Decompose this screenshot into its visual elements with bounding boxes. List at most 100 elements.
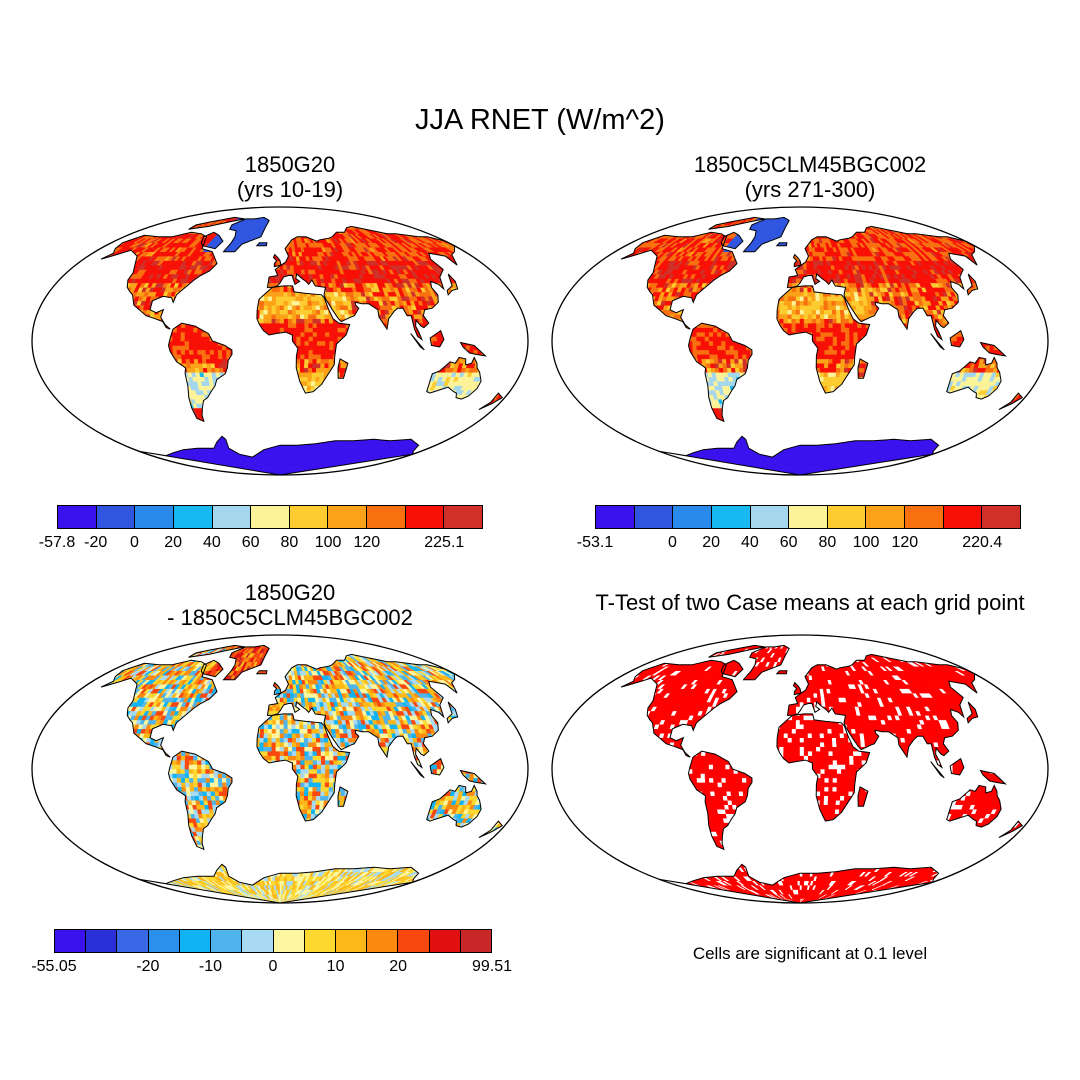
coastline-newzealand [998, 820, 1024, 838]
coastline-australia [946, 784, 1002, 828]
colorbar-tick-label: 120 [891, 534, 918, 552]
coastline-iceland [775, 242, 788, 247]
coastline-antarctica [658, 863, 940, 904]
coastline-britain [792, 253, 802, 268]
panel-4-title: T-Test of two Case means at each grid po… [540, 590, 1080, 615]
coastline-arcticisl [188, 644, 245, 658]
panel-2-title-line1: 1850C5CLM45BGC002 [560, 152, 1060, 177]
colorbar-box [596, 506, 635, 528]
coastline-namerica [100, 231, 218, 330]
colorbar-tick-label: 0 [668, 534, 677, 552]
coastline-newguinea [459, 769, 487, 785]
coastline-madagascar [337, 358, 349, 379]
colorbar-box [273, 930, 305, 952]
colorbar-box [444, 506, 483, 528]
colorbar-tick-label: 20 [164, 534, 182, 552]
colorbar-box [211, 930, 243, 952]
colorbar-box [367, 930, 399, 952]
colorbar-panel-2 [595, 505, 1021, 529]
colorbar-tick-label: 0 [269, 958, 278, 976]
coastline-britain [272, 681, 282, 696]
coastline-newguinea [979, 341, 1007, 357]
coastline-africa [256, 285, 351, 394]
colorbar-box [982, 506, 1021, 528]
panel-1-title-line2: (yrs 10-19) [40, 177, 540, 202]
coastline-arcticisl [708, 216, 765, 230]
coastline-samerica [687, 750, 753, 851]
colorbar-tick-label: -20 [136, 958, 159, 976]
coastline-arcticisl [188, 216, 245, 230]
colorbar-panel-1 [57, 505, 483, 529]
coastline-namerica [620, 659, 738, 758]
coastline-baffin [200, 231, 224, 250]
panel-2-title-line2: (yrs 271-300) [560, 177, 1060, 202]
colorbar-box [96, 506, 136, 528]
map-panel-ttest [551, 634, 1049, 904]
colorbar-box [789, 506, 828, 528]
coastline-namerica [620, 231, 738, 330]
coastline-borneo [429, 329, 445, 348]
colorbar-tick-label: 20 [702, 534, 720, 552]
coastline-australia [946, 356, 1002, 400]
colorbar-box [148, 930, 180, 952]
colorbar-box [58, 506, 97, 528]
colorbar-tick-label: 60 [780, 534, 798, 552]
colorbar-box [179, 930, 212, 952]
colorbar-box [634, 506, 674, 528]
colorbar-box [251, 506, 290, 528]
colorbar-tick-label: -20 [84, 534, 107, 552]
map-boundary [551, 206, 1049, 476]
coastline-britain [792, 681, 802, 696]
coastline-sumatra [410, 333, 425, 351]
coastline-newzealand [998, 392, 1024, 410]
coastline-iceland [255, 242, 268, 247]
coastline-australia [426, 784, 482, 828]
colorbar-tick-label: -10 [199, 958, 222, 976]
coastline-baffin [720, 231, 744, 250]
map-panel-1850g20 [31, 206, 529, 476]
colorbar-box [398, 930, 430, 952]
colorbar-tick-label: -57.8 [39, 534, 75, 552]
colorbar-box [212, 506, 252, 528]
coastline-borneo [429, 757, 445, 776]
coastline-newguinea [979, 769, 1007, 785]
colorbar-box [328, 506, 368, 528]
coastline-africa [776, 713, 871, 822]
coastline-greenland [222, 644, 270, 681]
coastline-samerica [687, 322, 753, 423]
coastline-newzealand [478, 820, 504, 838]
colorbar-tick-label: 99.51 [472, 958, 512, 976]
colorbar-box [135, 506, 174, 528]
coastline-japan [966, 273, 979, 296]
figure-title: JJA RNET (W/m^2) [0, 104, 1080, 137]
colorbar-box [117, 930, 149, 952]
colorbar-box [55, 930, 87, 952]
panel-3-title: 1850G20 - 1850C5CLM45BGC002 [20, 580, 560, 631]
coastline-japan [446, 273, 459, 296]
coastline-antarctica [658, 435, 940, 476]
colorbar-tick-label: 100 [853, 534, 880, 552]
colorbar-box [86, 930, 118, 952]
coastline-namerica [100, 659, 218, 758]
significance-note: Cells are significant at 0.1 level [540, 944, 1080, 964]
colorbar-tick-label: 40 [203, 534, 221, 552]
coastline-africa [256, 713, 351, 822]
coastline-greenland [222, 216, 270, 253]
colorbar-tick-label: 10 [327, 958, 345, 976]
colorbar-box [304, 930, 336, 952]
map-boundary [31, 634, 529, 904]
colorbar-tick-label: 0 [130, 534, 139, 552]
coastline-borneo [949, 329, 965, 348]
colorbar-tick-label: 220.4 [962, 534, 1002, 552]
coastline-newguinea [459, 341, 487, 357]
coastline-australia [426, 356, 482, 400]
coastline-borneo [949, 757, 965, 776]
colorbar-tick-label: 60 [242, 534, 260, 552]
coastline-baffin [720, 659, 744, 678]
coastline-antarctica [138, 435, 420, 476]
colorbar-tick-label: -55.05 [31, 958, 76, 976]
coastline-eurasia [786, 225, 978, 341]
map-panel-difference [31, 634, 529, 904]
colorbar-box [335, 930, 368, 952]
colorbar-tick-label: 40 [741, 534, 759, 552]
